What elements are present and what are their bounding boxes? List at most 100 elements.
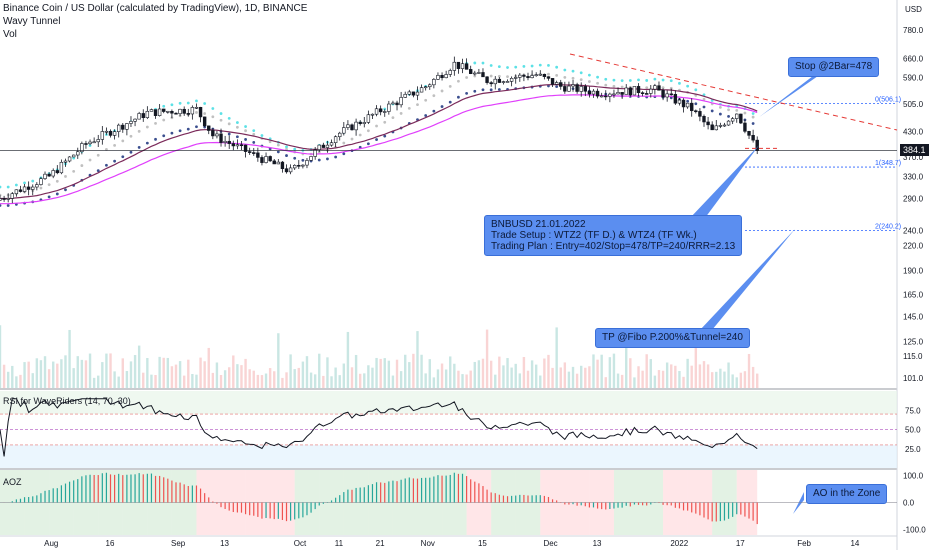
tunnel-fast-dot — [555, 65, 559, 69]
volume-bar — [11, 365, 14, 388]
candle-body — [31, 186, 35, 190]
volume-bar — [399, 371, 403, 388]
volume-bar — [596, 359, 599, 388]
tunnel-slow-dot — [96, 169, 100, 173]
tunnel-fast-dot — [481, 61, 485, 65]
volume-bar — [588, 366, 591, 388]
volume-bar — [461, 374, 464, 388]
tunnel-slow-dot — [710, 109, 714, 113]
price-tick-label: 430.0 — [903, 127, 924, 136]
tunnel-mid-dot — [39, 186, 43, 190]
tunnel-slow-dot — [178, 129, 182, 133]
tunnel-fast-dot — [88, 144, 92, 147]
rsi-title[interactable]: RSI for WaveRiders (14, 70, 30) — [3, 396, 131, 406]
volume-bar — [580, 365, 583, 388]
price-tick-label: 125.0 — [903, 338, 924, 347]
candle-body — [624, 87, 628, 95]
ao-callout[interactable]: AO in the Zone — [806, 484, 888, 504]
panel-backgrounds — [0, 0, 898, 550]
volume-bar — [64, 355, 67, 388]
candle-body — [227, 140, 231, 144]
candle-body — [620, 92, 624, 95]
volume-bar — [80, 359, 84, 388]
candle-body — [665, 93, 669, 98]
volume-bar — [494, 374, 497, 388]
rsi-tick-label: 50.0 — [905, 426, 921, 435]
ao-title[interactable]: AOZ — [3, 477, 22, 487]
tunnel-mid-dot — [137, 129, 141, 133]
candle-body — [677, 99, 682, 104]
candle-body — [722, 124, 727, 127]
tunnel-slow-dot — [154, 137, 157, 141]
indicator-wavy-tunnel[interactable]: Wavy Tunnel — [3, 16, 61, 27]
volume-bar — [641, 370, 644, 388]
volume-bar — [698, 364, 702, 388]
price-tick-label: 660.0 — [903, 54, 924, 63]
tunnel-slow-dot — [195, 125, 198, 129]
tunnel-mid-dot — [555, 73, 559, 77]
tunnel-mid-dot — [645, 86, 649, 90]
tunnel-slow-dot — [203, 125, 207, 129]
price-tick-label: 590.0 — [903, 74, 924, 83]
tunnel-fast-dot — [227, 116, 231, 120]
volume-bar — [354, 354, 358, 388]
candle-body — [76, 151, 80, 156]
tunnel-slow-dot — [669, 96, 673, 100]
candle-body — [260, 157, 264, 163]
candle-body — [690, 102, 694, 112]
tunnel-mid-dot — [219, 118, 223, 122]
tunnel-mid-dot — [718, 106, 722, 109]
volume-bar — [555, 327, 558, 388]
stop-callout[interactable]: Stop @2Bar=478 — [788, 57, 880, 77]
tunnel-fast-dot — [571, 69, 575, 73]
candle-body — [284, 168, 289, 173]
candle-body — [325, 144, 330, 148]
tunnel-mid-dot — [743, 111, 747, 115]
candle-body — [383, 111, 387, 113]
tunnel-mid-dot — [195, 111, 198, 114]
candle-body — [395, 102, 399, 106]
candle-body — [71, 154, 76, 158]
candle-body — [612, 93, 616, 96]
volume-bar — [625, 347, 628, 388]
volume-bar — [191, 373, 194, 388]
tunnel-fast-dot — [620, 79, 624, 83]
tunnel-slow-dot — [555, 85, 559, 88]
candle-body — [538, 73, 542, 76]
candle-body — [514, 77, 518, 79]
tunnel-mid-dot — [661, 86, 665, 89]
candle-body — [669, 93, 673, 96]
candle-body — [710, 124, 714, 131]
candle-body — [202, 116, 207, 127]
tunnel-slow-dot — [235, 135, 239, 139]
setup-callout[interactable]: BNBUSD 21.01.2022 Trade Setup : WTZ2 (TF… — [484, 215, 743, 256]
volume-bar — [76, 356, 79, 388]
currency-label: USD — [905, 5, 922, 14]
tunnel-mid-dot — [604, 83, 608, 87]
down-trendline — [569, 53, 898, 131]
volume-bar — [2, 364, 6, 388]
candle-body — [440, 75, 444, 79]
tunnel-mid-dot — [375, 124, 378, 128]
tunnel-mid-dot — [596, 81, 599, 85]
chart-title: Binance Coin / US Dollar (calculated by … — [3, 3, 308, 14]
candle-body — [235, 144, 240, 147]
tunnel-mid-dot — [145, 125, 149, 129]
candle-body — [456, 61, 461, 69]
volume-bar — [416, 331, 419, 388]
volume-bar — [203, 361, 206, 388]
indicator-volume[interactable]: Vol — [3, 29, 17, 40]
tunnel-slow-dot — [252, 141, 256, 144]
candle-body — [550, 78, 555, 85]
tunnel-mid-dot — [366, 129, 370, 133]
time-tick-label: Feb — [797, 539, 811, 548]
volume-bar — [43, 356, 47, 388]
volume-bar — [260, 375, 264, 388]
time-tick-label: 11 — [335, 539, 344, 548]
candle-body — [10, 193, 14, 199]
tp-callout[interactable]: TP @Fibo P.200%&Tunnel=240 — [595, 328, 750, 348]
candle-body — [554, 82, 559, 85]
volume-bar — [150, 374, 153, 388]
candle-body — [526, 76, 530, 79]
tunnel-mid-dot — [252, 132, 256, 136]
